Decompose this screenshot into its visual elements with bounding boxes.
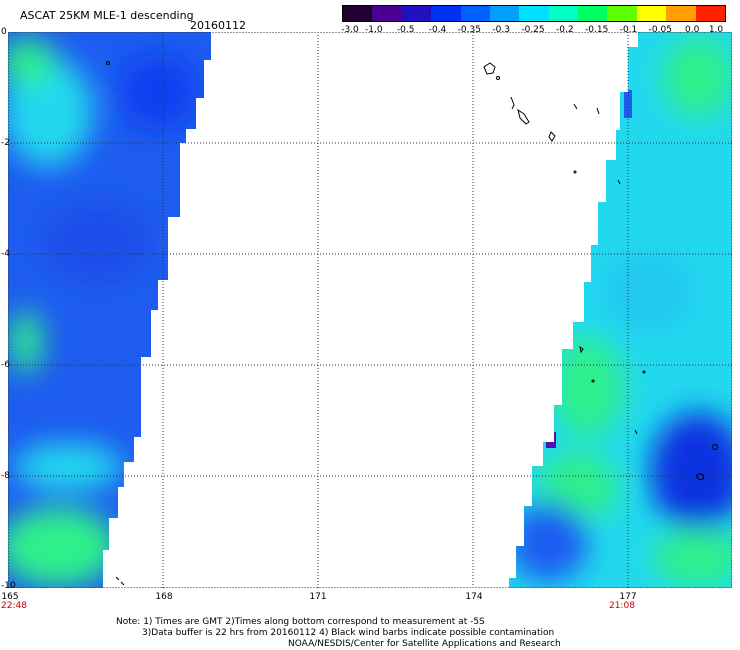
lon-label-168: 168 xyxy=(155,592,173,602)
colorbar-segment xyxy=(548,6,579,21)
swath-time-left: 22:48 xyxy=(1,601,27,611)
colorbar-label: -0.2 xyxy=(556,25,574,35)
swath-map xyxy=(8,32,732,588)
colorbar-label: -3.0 xyxy=(341,25,359,35)
note-line-3: NOAA/NESDIS/Center for Satellite Applica… xyxy=(288,639,561,649)
land-outlines xyxy=(106,61,718,586)
lon-label-177: 177 xyxy=(619,592,637,602)
colorbar-segment xyxy=(401,6,432,21)
colorbar-label: -0.4 xyxy=(428,25,447,35)
colorbar-label: -0.5 xyxy=(396,25,415,35)
colorbar-segment xyxy=(519,6,550,21)
colorbar-segment xyxy=(489,6,520,21)
lat-label-m10: -10 xyxy=(1,581,16,591)
lon-label-171: 171 xyxy=(309,592,327,602)
lon-label-174: 174 xyxy=(465,592,483,602)
lat-label-m6: -6 xyxy=(1,360,10,370)
note-line-1: Note: 1) Times are GMT 2)Times along bot… xyxy=(116,617,485,627)
colorbar xyxy=(342,5,726,22)
colorbar-segment xyxy=(460,6,491,21)
colorbar-segment xyxy=(695,6,726,21)
colorbar-label: 1.0 xyxy=(708,25,724,35)
colorbar-segment xyxy=(636,6,667,21)
colorbar-label: -0.35 xyxy=(457,25,481,35)
lat-label-m4: -4 xyxy=(1,249,10,259)
colorbar-segment xyxy=(578,6,608,21)
colorbar-label: -1.0 xyxy=(365,25,383,35)
lat-lon-grid xyxy=(8,32,732,588)
left-swath xyxy=(8,32,211,588)
map-date: 20160112 xyxy=(190,19,246,32)
swath-time-right: 21:08 xyxy=(609,601,635,611)
map-title: ASCAT 25KM MLE-1 descending xyxy=(20,9,194,22)
colorbar-label: 0.0 xyxy=(684,25,700,35)
colorbar-segment xyxy=(372,6,403,21)
note-line-2: 3)Data buffer is 22 hrs from 20160112 4)… xyxy=(142,628,555,638)
colorbar-segment xyxy=(431,6,462,21)
lat-label-m2: -2 xyxy=(1,138,10,148)
lat-label-0: 0 xyxy=(1,27,7,37)
colorbar-label: -0.25 xyxy=(521,25,545,35)
colorbar-label: -0.15 xyxy=(585,25,609,35)
lon-label-165: 165 xyxy=(1,592,19,602)
colorbar-segment xyxy=(343,6,373,21)
colorbar-segment xyxy=(607,6,638,21)
colorbar-label: -0.1 xyxy=(619,25,638,35)
colorbar-label: -0.3 xyxy=(492,25,510,35)
colorbar-segment xyxy=(666,6,697,21)
lat-label-m8: -8 xyxy=(1,471,10,481)
colorbar-label: -0.05 xyxy=(648,25,672,35)
